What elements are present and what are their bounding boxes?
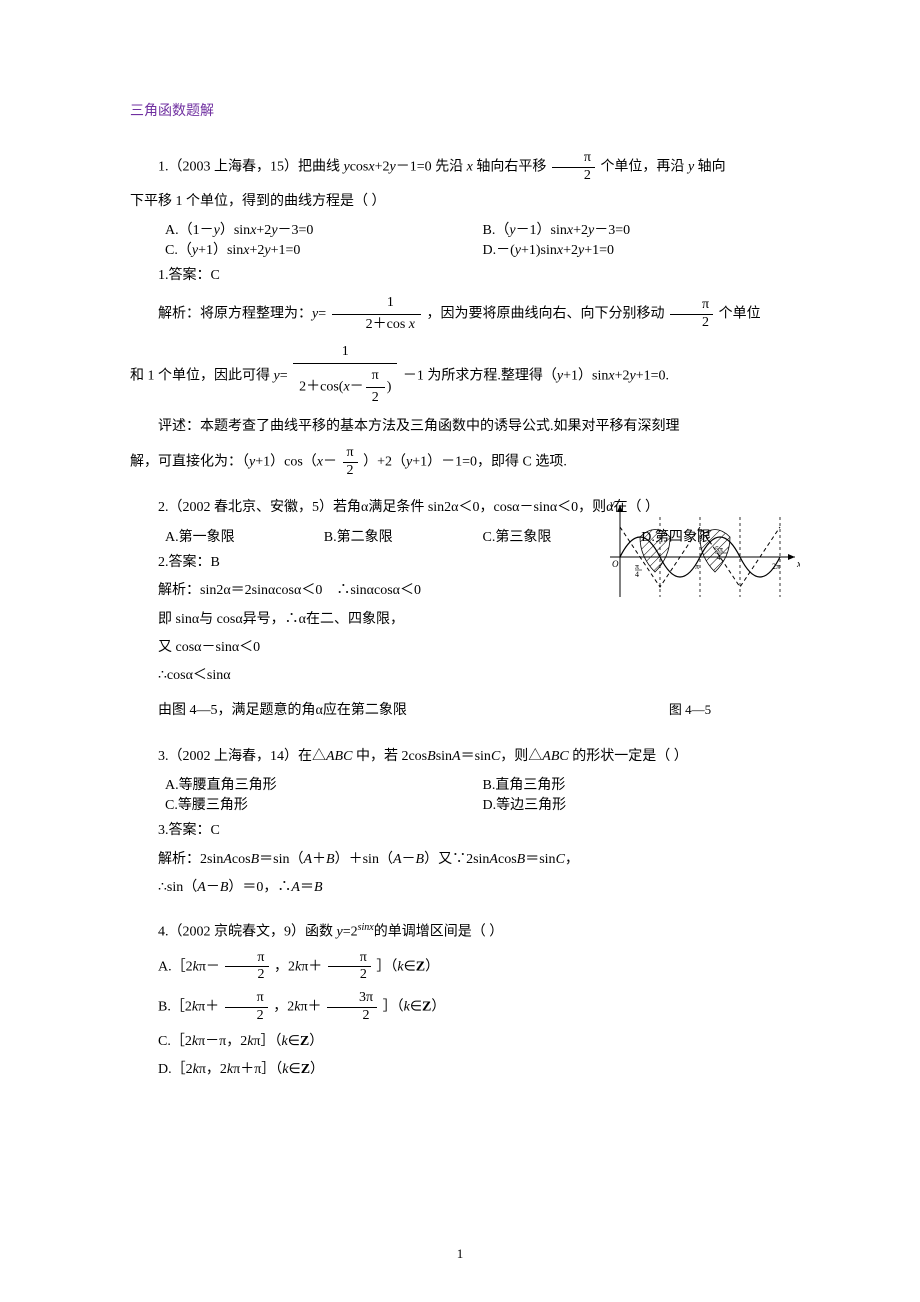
q2-analysis-2: 即 sinα与 cosα异号，∴α在二、四象限， [130,609,790,631]
q2-option-a: A.第一象限 [165,526,314,546]
page: 三角函数题解 1.（2003 上海春，15）把曲线 ycosx+2y－1=0 先… [0,0,920,1302]
frac-pi-over-2: π2 [552,150,595,185]
q1-options: A.（1－y）sinx+2y－3=0 B.（y－1）sinx+2y－3=0 C.… [130,219,790,259]
q1-stem-line2: 下平移 1 个单位，得到的曲线方程是（ ） [130,191,790,213]
q1-comment-1: 评述：本题考查了曲线平移的基本方法及三角函数中的诱导公式.如果对平移有深刻理 [130,416,790,438]
q4-option-b: B.［2kπ＋ π2 ，2kπ＋ 3π2 ］（k∈Z） [130,990,790,1025]
q1-stem-line1: 1.（2003 上海春，15）把曲线 ycosx+2y－1=0 先沿 x 轴向右… [130,150,790,185]
q2-analysis-3: 又 cosα－sinα＜0 [130,637,790,659]
svg-text:2π: 2π [772,562,780,571]
frac-2: 1 2＋cos(x－π2) [293,342,397,410]
text: 个单位，再沿 [600,160,688,175]
frac-1: 12＋cos x [332,293,421,336]
svg-text:4: 4 [635,570,639,579]
q1-option-b: B.（y－1）sinx+2y－3=0 [483,219,791,239]
question-1: 1.（2003 上海春，15）把曲线 ycosx+2y－1=0 先沿 x 轴向右… [130,150,790,479]
text: 轴向 [694,160,726,175]
text: +2 [375,160,390,175]
doc-title: 三角函数题解 [130,100,790,120]
q1-option-a: A.（1－y）sinx+2y－3=0 [165,219,473,239]
svg-text:π: π [695,562,699,571]
q1-option-d: D.－(y+1)sinx+2y+1=0 [483,239,791,259]
q3-option-b: B.直角三角形 [483,774,791,794]
num: π [552,150,595,168]
question-4: 4.（2002 京皖春文，9）函数 y=2sinx的单调增区间是（ ） A.［2… [130,918,790,1082]
q1-analysis-2: 和 1 个单位，因此可得 y= 1 2＋cos(x－π2) －1 为所求方程.整… [130,342,790,410]
svg-text:y: y [609,499,615,510]
q1-comment-2: 解，可直接化为：（y+1）cos（x－ π2 ）+2（y+1）－1=0，即得 C… [130,445,790,480]
svg-text:x: x [796,559,800,570]
text: －1=0 先沿 [396,160,467,175]
q2-option-b: B.第二象限 [324,526,473,546]
q4-option-a: A.［2kπ－ π2 ，2kπ＋ π2 ］（k∈Z） [130,950,790,985]
frac-pi-over-2: π2 [670,297,713,332]
text: 1.（2003 上海春，15）把曲线 [158,160,344,175]
q4-stem: 4.（2002 京皖春文，9）函数 y=2sinx的单调增区间是（ ） [130,918,790,944]
q3-option-a: A.等腰直角三角形 [165,774,473,794]
question-3: 3.（2002 上海春，14）在△ABC 中，若 2cosBsinA＝sinC，… [130,746,790,900]
svg-text:4: 4 [717,553,721,562]
q3-answer: 3.答案：C [130,820,790,842]
q3-analysis-2: ∴sin（A－B）＝0，∴A＝B [130,877,790,899]
figure-4-5-graph: x y O π 4 π 5π 4 2π [600,497,800,607]
q3-stem: 3.（2002 上海春，14）在△ABC 中，若 2cosBsinA＝sinC，… [130,746,790,768]
q1-answer: 1.答案：C [130,265,790,287]
page-number: 1 [0,1246,920,1262]
q1-option-c: C.（y+1）sinx+2y+1=0 [165,239,473,259]
q2-figure-caption: 图 4—5 [590,700,790,722]
svg-text:O: O [612,559,619,569]
q2-analysis-4: ∴cosα＜sinα [130,665,790,687]
q3-options: A.等腰直角三角形 B.直角三角形 C.等腰三角形 D.等边三角形 [130,774,790,814]
text: cos [350,160,369,175]
q1-analysis-1: 解析：将原方程整理为：y= 12＋cos x ，因为要将原曲线向右、向下分别移动… [130,293,790,336]
q3-option-d: D.等边三角形 [483,794,791,814]
q4-option-c: C.［2kπ－π，2kπ］（k∈Z） [130,1031,790,1053]
q4-option-d: D.［2kπ，2kπ＋π］（k∈Z） [130,1059,790,1081]
question-2: 2.（2002 春北京、安徽，5）若角α满足条件 sin2α＜0，cosα－si… [130,497,790,728]
text: 轴向右平移 [473,160,547,175]
den: 2 [552,168,595,185]
q3-analysis-1: 解析：2sinAcosB＝sin（A＋B）＋sin（A－B）又∵2sinAcos… [130,849,790,871]
q2-analysis-5: 由图 4—5，满足题意的角α应在第二象限 [130,700,590,722]
frac-pi-over-2: π2 [343,445,358,480]
q3-option-c: C.等腰三角形 [165,794,473,814]
